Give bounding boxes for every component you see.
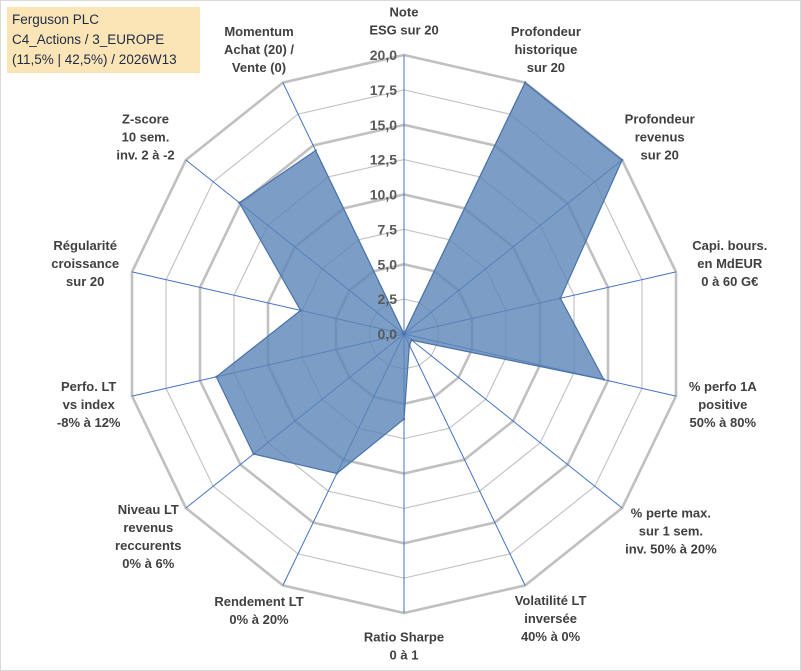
data-point: [408, 344, 411, 347]
data-point: [215, 375, 218, 378]
data-point: [335, 472, 338, 475]
data-point: [402, 332, 406, 336]
tick-label: 15,0: [370, 117, 397, 133]
tick-label: 10,0: [370, 187, 397, 203]
tick-label: 5,0: [378, 256, 398, 272]
axis-label: Régularité croissance sur 20: [51, 238, 119, 289]
axis-label: Niveau LT revenus reccurents 0% à 6%: [115, 502, 181, 571]
category-path: C4_Actions / 3_EUROPE: [12, 32, 165, 47]
tick-label: 17,5: [370, 82, 397, 98]
axis-label: Profondeur revenus sur 20: [625, 112, 695, 163]
axis-label: Rendement LT 0% à 20%: [214, 594, 303, 627]
axis-label: % perte max. sur 1 sem. inv. 50% à 20%: [625, 506, 717, 557]
tick-label: 0,0: [378, 326, 398, 342]
axis-label: Profondeur historique sur 20: [511, 24, 581, 75]
axis-label: Note ESG sur 20: [369, 5, 438, 38]
axis-label: Ratio Sharpe 0 à 1: [364, 630, 444, 663]
axis-label: Perfo. LT vs index -8% à 12%: [57, 379, 121, 430]
spoke-line: [403, 333, 526, 586]
data-point: [402, 417, 406, 421]
spoke-line: [403, 333, 623, 509]
data-point: [299, 309, 302, 312]
company-name: Ferguson PLC: [12, 12, 100, 27]
axis-label: Volatilité LT inversée 40% à 0%: [515, 593, 587, 644]
tick-label: 12,5: [370, 152, 397, 168]
tick-label: 2,5: [378, 291, 398, 307]
data-point: [410, 338, 413, 342]
axis-labels: Note ESG sur 20 Profondeur historique sur 20…: [51, 5, 767, 663]
axis-label: Capi. bours. en MdEUR 0 à 60 G€: [692, 238, 767, 289]
series-area: [215, 81, 623, 475]
data-point: [620, 158, 624, 162]
data-point: [602, 378, 606, 381]
axis-label: % perfo 1A positive 50% à 80%: [689, 379, 758, 430]
axis-label: Momentum Achat (20) / Vente (0): [224, 24, 294, 75]
info-box: Ferguson PLC C4_Actions / 3_EUROPE (11,5…: [7, 7, 200, 73]
tick-label: 20,0: [370, 47, 397, 63]
series: [215, 81, 624, 475]
tick-labels: 0,0 2,5 5,0 7,5 10,0 12,5 15,0 17,5 20,0: [370, 47, 397, 342]
data-point: [523, 81, 527, 84]
score-week: (11,5% | 42,5%) / 2026W13: [12, 52, 177, 67]
tick-label: 7,5: [378, 221, 398, 237]
data-point: [238, 201, 241, 204]
data-point: [314, 149, 317, 152]
data-point: [252, 452, 255, 456]
axis-label: Z-score 10 sem. inv. 2 à -2: [116, 112, 174, 163]
data-point: [559, 297, 562, 300]
